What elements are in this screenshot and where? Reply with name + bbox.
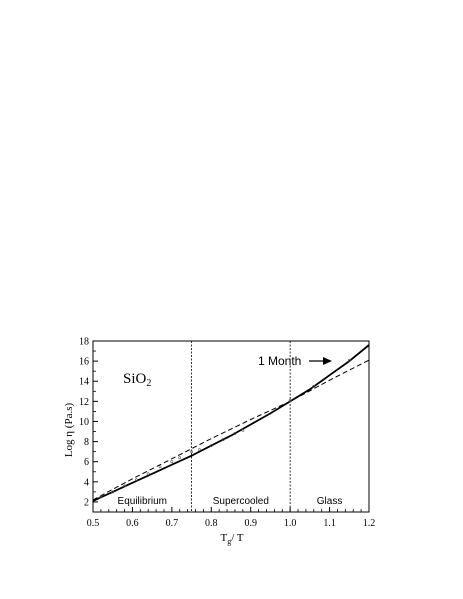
x-tick-label: 0.5 — [87, 518, 100, 529]
data-point — [312, 384, 316, 388]
data-point — [221, 438, 225, 441]
data-point — [134, 478, 138, 482]
data-point — [158, 465, 162, 469]
compound-label: SiO2 — [123, 371, 151, 389]
series-line-solid — [92, 344, 370, 502]
compound-text: SiO — [123, 371, 147, 387]
x-tick-label: 0.7 — [166, 518, 179, 529]
plot-frame — [92, 340, 370, 513]
data-point — [170, 460, 174, 464]
axis-ticks: 0.5 0.6 0.7 0.8 0.9 1.0 1.1 1.2 2 4 6 8 10 12 14 16 18 — [79, 337, 375, 530]
data-point — [146, 472, 150, 476]
data-point — [123, 484, 126, 488]
y-tick-label: 6 — [84, 457, 89, 468]
x-tick-label: 1.0 — [284, 518, 297, 529]
series-line-dashed — [92, 359, 370, 501]
y-tick-label: 12 — [79, 397, 89, 408]
data-point — [241, 429, 245, 432]
data-point — [178, 456, 182, 460]
region-label: Supercooled — [213, 496, 269, 507]
data-point — [233, 432, 237, 435]
month-label: 1 Month — [258, 354, 301, 368]
month-arrow-icon — [309, 357, 332, 365]
data-point — [99, 495, 103, 499]
x-axis-label-main: T — [220, 532, 227, 544]
y-tick-label: 2 — [84, 497, 89, 508]
plot-area: Equilibrium Supercooled Glass — [92, 340, 370, 513]
chart-marks — [92, 344, 370, 502]
data-point — [347, 358, 351, 362]
x-tick-label: 0.9 — [244, 518, 257, 529]
compound-subscript: 2 — [146, 378, 151, 389]
y-tick-label: 16 — [79, 357, 89, 368]
x-tick-label: 1.2 — [363, 518, 376, 529]
region-label: Glass — [317, 496, 343, 507]
y-tick-label: 4 — [84, 477, 89, 488]
x-tick-label: 0.8 — [205, 518, 218, 529]
x-axis-label-tail: / T — [231, 532, 244, 544]
y-tick-label: 14 — [79, 377, 89, 388]
data-point — [288, 398, 292, 402]
x-axis-label: Tg/ T — [220, 532, 243, 546]
y-tick-label: 10 — [79, 417, 89, 428]
y-axis-label: Log η (Pa.s) — [63, 403, 75, 458]
x-tick-label: 1.1 — [323, 518, 336, 529]
y-tick-label: 18 — [79, 337, 89, 348]
y-tick-label: 8 — [84, 437, 89, 448]
data-point — [111, 490, 115, 494]
data-point — [209, 444, 213, 448]
data-point — [198, 448, 201, 452]
data-point — [190, 450, 193, 454]
region-label: Equilibrium — [118, 496, 167, 507]
x-tick-label: 0.6 — [126, 518, 139, 529]
x-axis-label-sub: g — [227, 537, 231, 546]
